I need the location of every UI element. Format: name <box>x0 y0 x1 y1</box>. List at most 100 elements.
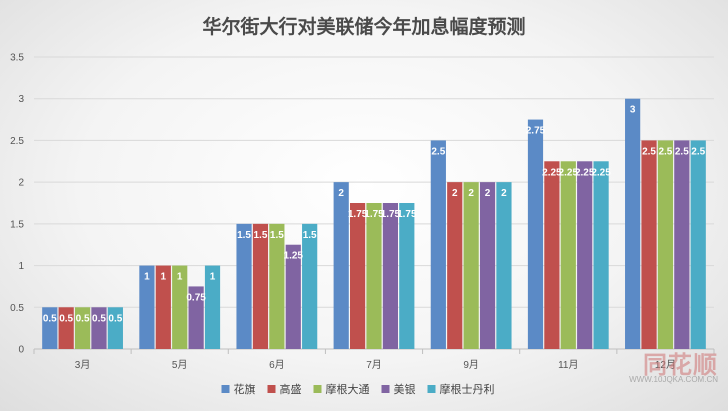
bar <box>172 265 188 349</box>
data-label: 1.25 <box>284 251 304 262</box>
x-tick-label: 3月 <box>75 359 91 371</box>
bar <box>593 161 609 349</box>
bar <box>107 307 123 349</box>
data-label: 2.25 <box>591 167 611 178</box>
bar <box>236 223 252 349</box>
bar <box>690 140 706 349</box>
legend-swatch <box>313 385 322 393</box>
data-label: 2 <box>501 188 507 199</box>
bar <box>188 286 204 349</box>
data-label: 2.5 <box>431 146 445 157</box>
data-label: 2 <box>452 188 458 199</box>
legend-swatch <box>267 385 276 393</box>
watermark-logo: 同花顺 WWW.10JQKA.COM.CN <box>600 345 718 385</box>
bar <box>42 307 58 349</box>
bar <box>350 203 366 349</box>
y-tick-label: 2 <box>18 178 24 189</box>
data-label: 2.75 <box>526 126 546 137</box>
bar <box>91 307 107 349</box>
bar <box>479 182 496 349</box>
data-label: 1.75 <box>364 209 384 220</box>
data-label: 2.5 <box>691 146 705 157</box>
bar <box>366 203 382 349</box>
data-label: 0.75 <box>186 292 206 303</box>
x-tick-label: 11月 <box>558 359 578 371</box>
data-label: 1.5 <box>270 230 284 241</box>
bar <box>625 98 641 349</box>
legend-label: 摩根士丹利 <box>440 382 495 396</box>
bar <box>139 265 155 349</box>
data-label: 1.75 <box>348 209 368 220</box>
bar <box>58 307 74 349</box>
legend-label: 高盛 <box>280 382 302 396</box>
legend-label: 花旗 <box>234 382 256 396</box>
data-label: 0.5 <box>108 313 122 324</box>
legend-label: 摩根大通 <box>326 382 370 396</box>
x-tick-label: 5月 <box>172 359 188 371</box>
x-tick-label: 12月 <box>655 359 676 371</box>
bar <box>204 265 221 349</box>
bar <box>527 119 544 349</box>
bar <box>463 182 479 349</box>
bar <box>544 161 560 349</box>
x-tick-label: 6月 <box>269 359 285 371</box>
data-label: 1.5 <box>303 230 317 241</box>
y-tick-label: 3 <box>18 94 24 105</box>
legend-swatch <box>221 385 230 393</box>
bar <box>74 307 91 349</box>
data-label: 1.5 <box>254 230 268 241</box>
data-label: 1 <box>177 272 183 283</box>
y-tick-label: 0 <box>18 345 24 356</box>
data-label: 1.5 <box>237 230 251 241</box>
bars <box>42 98 706 349</box>
data-label: 1 <box>144 272 150 283</box>
watermark-sub-text: WWW.10JQKA.COM.CN <box>629 375 718 384</box>
y-tick-label: 3.5 <box>10 53 24 64</box>
bar <box>252 223 269 349</box>
bar <box>657 140 674 349</box>
bar <box>577 161 593 349</box>
data-label: 1.75 <box>381 209 401 220</box>
legend-swatch <box>381 385 390 393</box>
chart-title: 华尔街大行对美联储今年加息幅度预测 <box>202 15 525 38</box>
y-tick-label: 0.5 <box>10 303 24 314</box>
data-label: 2.25 <box>542 167 562 178</box>
bar <box>399 203 415 349</box>
data-label: 0.5 <box>92 313 106 324</box>
bar <box>496 182 512 349</box>
data-label: 2.5 <box>658 146 672 157</box>
data-label: 1 <box>210 272 216 283</box>
bar <box>430 140 446 349</box>
data-label: 1 <box>161 272 167 283</box>
data-label: 1.75 <box>397 209 417 220</box>
bar <box>333 182 349 349</box>
data-label: 2.5 <box>675 146 689 157</box>
y-tick-label: 1.5 <box>10 219 24 230</box>
data-label: 0.5 <box>43 313 57 324</box>
bar <box>285 244 301 349</box>
bar <box>560 161 576 349</box>
data-label: 2.5 <box>642 146 656 157</box>
x-tick-label: 7月 <box>366 359 382 371</box>
bar <box>641 140 657 349</box>
x-tick-label: 9月 <box>463 359 479 371</box>
data-label: 0.5 <box>76 313 90 324</box>
bar <box>674 140 690 349</box>
bar <box>269 223 285 349</box>
data-label: 2.25 <box>575 167 595 178</box>
bar <box>382 203 398 349</box>
data-label: 0.5 <box>59 313 73 324</box>
legend-swatch <box>427 385 436 393</box>
legend-label: 美银 <box>394 382 416 396</box>
data-label: 3 <box>630 105 636 116</box>
bar <box>447 182 463 349</box>
data-label: 2.25 <box>559 167 579 178</box>
bar <box>155 265 171 349</box>
data-label: 2 <box>468 188 474 199</box>
y-tick-label: 2.5 <box>10 136 24 147</box>
bar <box>302 223 318 349</box>
data-label: 2 <box>338 188 344 199</box>
